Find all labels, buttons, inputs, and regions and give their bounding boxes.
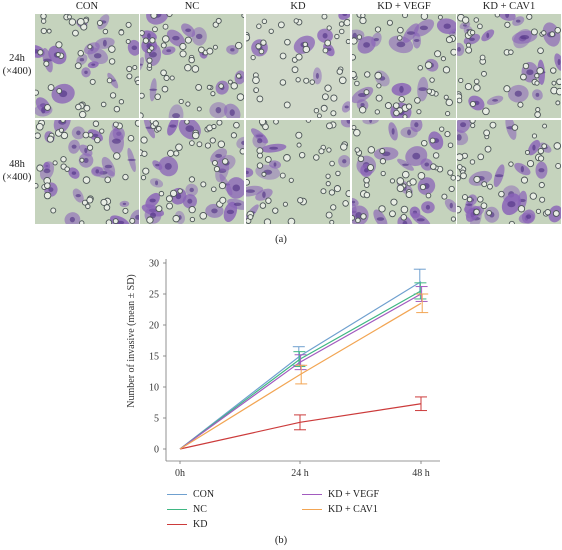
- micrograph-texture: [140, 14, 244, 118]
- y-tick-label: 20: [149, 321, 159, 332]
- x-tick-label: 0h: [175, 468, 185, 479]
- error-bar: [414, 282, 427, 300]
- legend-item: KD + VEGF: [302, 489, 379, 501]
- micrograph-image: [352, 14, 456, 118]
- y-axis-label: Number of invasive (mean ± SD): [126, 274, 137, 408]
- micrograph-panel: CON NC KD KD + VEGF KD + CAV1 24h (×400) 48h (×…: [0, 0, 562, 250]
- y-tick-label: 5: [154, 414, 159, 425]
- error-bar: [413, 268, 426, 295]
- legend-swatch: [167, 524, 187, 526]
- y-tick-label: 0: [154, 445, 159, 456]
- micrograph-image: [140, 14, 244, 118]
- legend-swatch: [167, 494, 187, 496]
- series-kd: [179, 396, 427, 450]
- legend-label: KD: [193, 519, 208, 530]
- micrograph-texture: [246, 14, 350, 118]
- series-nc: [179, 282, 427, 450]
- row-header-time: 24h: [9, 53, 25, 64]
- x-tick-label: 24 h: [291, 468, 309, 479]
- error-bar: [295, 364, 308, 385]
- micrograph-texture: [246, 120, 350, 224]
- row-header-magnification: (×400): [2, 172, 32, 183]
- row-header-magnification: (×400): [2, 66, 32, 77]
- series-line: [179, 293, 422, 450]
- error-bar: [415, 396, 427, 412]
- micrograph-image: [457, 120, 561, 224]
- legend-swatch: [167, 509, 187, 511]
- micrograph-texture: [457, 14, 561, 118]
- legend-swatch: [302, 509, 322, 511]
- legend-item: KD + CAV1: [302, 504, 378, 516]
- micrograph-texture: [140, 120, 244, 224]
- column-header: KD + CAV1: [482, 1, 536, 12]
- micrograph-image: [246, 14, 350, 118]
- row-header-time: 48h: [9, 159, 25, 170]
- legend-item: CON: [167, 489, 214, 501]
- error-bar: [294, 414, 306, 431]
- error-bar: [416, 293, 429, 314]
- micrograph-texture: [35, 120, 139, 224]
- y-tick-label: 15: [149, 352, 159, 363]
- series-kd-cav1: [179, 293, 429, 450]
- row-header: 24h (×400): [0, 52, 34, 78]
- micrograph-image: [246, 120, 350, 224]
- legend-label: CON: [193, 489, 215, 500]
- x-tick-label: 48 h: [412, 468, 430, 479]
- series-con: [179, 268, 426, 450]
- micrograph-texture: [35, 14, 139, 118]
- chart-series: [179, 268, 429, 450]
- series-line: [179, 302, 422, 450]
- legend-label: NC: [193, 504, 207, 515]
- error-bar: [294, 354, 307, 371]
- micrograph-image: [457, 14, 561, 118]
- legend-item: KD: [167, 519, 207, 531]
- column-header: KD + VEGF: [377, 1, 431, 12]
- micrograph-texture: [352, 120, 456, 224]
- column-header: NC: [184, 1, 200, 12]
- micrograph-image: [140, 120, 244, 224]
- legend-item: NC: [167, 504, 207, 516]
- row-header: 48h (×400): [0, 158, 34, 184]
- legend-swatch: [302, 494, 322, 496]
- column-header: KD: [290, 1, 306, 12]
- panel-b-caption: (b): [274, 535, 288, 546]
- micrograph-image: [352, 120, 456, 224]
- y-tick-label: 10: [149, 383, 159, 394]
- micrograph-image: [35, 120, 139, 224]
- micrograph-texture: [457, 120, 561, 224]
- invasion-line-chart: 0 5 10 15 20 25 30 0h 24 h 48 h Number of invasiv…: [126, 259, 440, 479]
- chart-axes: 0 5 10 15 20 25 30 0h 24 h 48 h: [149, 259, 440, 479]
- column-header: CON: [75, 1, 99, 12]
- error-bar: [293, 351, 306, 368]
- micrograph-image: [35, 14, 139, 118]
- series-line: [179, 281, 422, 450]
- y-tick-label: 30: [149, 259, 159, 270]
- y-tick-label: 25: [149, 290, 159, 301]
- series-kd-vegf: [179, 286, 428, 450]
- legend-label: KD + VEGF: [328, 489, 380, 500]
- series-line: [179, 290, 422, 450]
- micrograph-texture: [352, 14, 456, 118]
- panel-a-caption: (a): [275, 234, 287, 245]
- legend-label: KD + CAV1: [328, 504, 378, 515]
